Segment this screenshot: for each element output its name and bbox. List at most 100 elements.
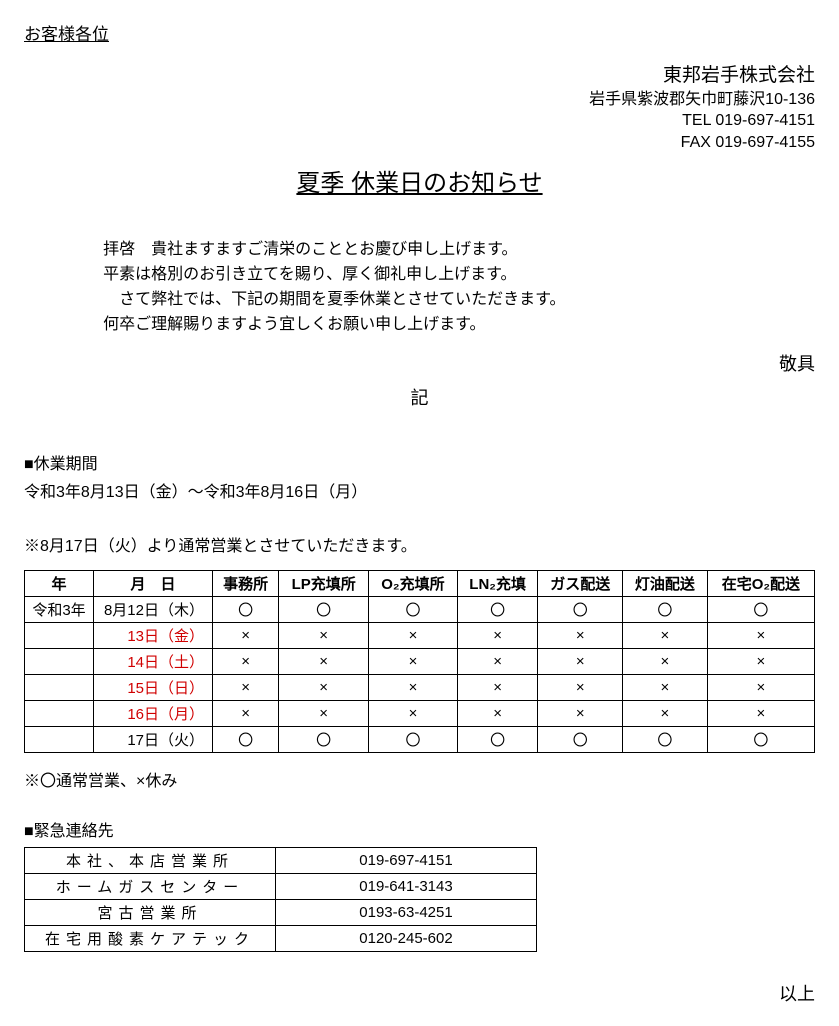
th-col-7: 在宅O₂配送: [707, 570, 814, 596]
th-col-3: O₂充填所: [369, 570, 458, 596]
th-year: 年: [25, 570, 94, 596]
cell-status: 〇: [538, 596, 623, 622]
closing-keigu: 敬具: [24, 350, 815, 376]
closing-ijou: 以上: [24, 980, 815, 1006]
cell-status: ×: [369, 648, 458, 674]
cell-year: [25, 700, 94, 726]
th-col-1: 事務所: [213, 570, 279, 596]
cell-year: [25, 648, 94, 674]
cell-status: 〇: [369, 596, 458, 622]
cell-date: 13日（金）: [94, 622, 213, 648]
cell-date: 17日（火）: [94, 726, 213, 752]
cell-status: 〇: [457, 596, 538, 622]
contact-office: 在宅用酸素ケアテック: [25, 925, 276, 951]
cell-status: 〇: [279, 726, 369, 752]
contact-heading: ■緊急連絡先: [24, 817, 815, 841]
contact-row: 在宅用酸素ケアテック0120-245-602: [25, 925, 537, 951]
cell-status: 〇: [623, 726, 708, 752]
cell-year: [25, 674, 94, 700]
contact-office: 宮古営業所: [25, 899, 276, 925]
cell-status: ×: [623, 648, 708, 674]
cell-status: ×: [623, 622, 708, 648]
cell-status: 〇: [538, 726, 623, 752]
cell-date: 15日（日）: [94, 674, 213, 700]
cell-status: ×: [538, 674, 623, 700]
cell-status: ×: [213, 648, 279, 674]
sender-company: 東邦岩手株式会社: [24, 63, 815, 89]
schedule-row: 16日（月）×××××××: [25, 700, 815, 726]
cell-status: ×: [279, 622, 369, 648]
schedule-row: 13日（金）×××××××: [25, 622, 815, 648]
cell-status: ×: [707, 622, 814, 648]
record-marker: 記: [24, 384, 815, 410]
cell-status: ×: [457, 622, 538, 648]
cell-status: ×: [457, 700, 538, 726]
cell-status: ×: [457, 648, 538, 674]
contact-phone: 019-641-3143: [276, 873, 537, 899]
contact-phone: 019-697-4151: [276, 847, 537, 873]
addressee: お客様各位: [24, 20, 815, 45]
cell-status: ×: [369, 674, 458, 700]
cell-date: 14日（土）: [94, 648, 213, 674]
cell-status: ×: [707, 674, 814, 700]
schedule-row: 17日（火）〇〇〇〇〇〇〇: [25, 726, 815, 752]
resume-note: ※8月17日（火）より通常営業とさせていただきます。: [24, 532, 815, 556]
cell-status: ×: [707, 648, 814, 674]
cell-status: ×: [538, 622, 623, 648]
cell-status: ×: [623, 674, 708, 700]
contact-office: ホームガスセンター: [25, 873, 276, 899]
sender-tel: TEL 019-697-4151: [24, 110, 815, 132]
cell-year: [25, 622, 94, 648]
cell-status: 〇: [213, 596, 279, 622]
cell-status: ×: [279, 674, 369, 700]
cell-status: ×: [213, 622, 279, 648]
cell-status: ×: [213, 700, 279, 726]
page-title: 夏季 休業日のお知らせ: [24, 163, 815, 198]
cell-year: [25, 726, 94, 752]
sender-block: 東邦岩手株式会社 岩手県紫波郡矢巾町藤沢10-136 TEL 019-697-4…: [24, 63, 815, 153]
cell-date: 16日（月）: [94, 700, 213, 726]
cell-status: ×: [213, 674, 279, 700]
contact-row: 宮古営業所0193-63-4251: [25, 899, 537, 925]
cell-status: ×: [279, 700, 369, 726]
contacts-table: 本社、本店営業所019-697-4151ホームガスセンター019-641-314…: [24, 847, 537, 952]
th-col-5: ガス配送: [538, 570, 623, 596]
contact-row: ホームガスセンター019-641-3143: [25, 873, 537, 899]
greeting-l3: さて弊社では、下記の期間を夏季休業とさせていただきます。: [103, 288, 736, 313]
cell-status: 〇: [279, 596, 369, 622]
th-date: 月 日: [94, 570, 213, 596]
cell-status: ×: [623, 700, 708, 726]
cell-status: ×: [369, 700, 458, 726]
sender-address: 岩手県紫波郡矢巾町藤沢10-136: [24, 89, 815, 111]
contact-row: 本社、本店営業所019-697-4151: [25, 847, 537, 873]
contact-office: 本社、本店営業所: [25, 847, 276, 873]
cell-status: 〇: [707, 596, 814, 622]
schedule-header-row: 年 月 日 事務所 LP充填所 O₂充填所 LN₂充填 ガス配送 灯油配送 在宅…: [25, 570, 815, 596]
cell-year: 令和3年: [25, 596, 94, 622]
greeting-l2: 平素は格別のお引き立てを賜り、厚く御礼申し上げます。: [103, 263, 736, 288]
contact-phone: 0120-245-602: [276, 925, 537, 951]
th-col-2: LP充填所: [279, 570, 369, 596]
cell-status: ×: [707, 700, 814, 726]
cell-status: 〇: [213, 726, 279, 752]
contact-phone: 0193-63-4251: [276, 899, 537, 925]
cell-status: 〇: [623, 596, 708, 622]
greeting-l1: 拝啓 貴社ますますご清栄のこととお慶び申し上げます。: [103, 238, 736, 263]
period-text: 令和3年8月13日（金）～令和3年8月16日（月）: [24, 478, 815, 502]
th-col-4: LN₂充填: [457, 570, 538, 596]
cell-status: 〇: [369, 726, 458, 752]
schedule-table: 年 月 日 事務所 LP充填所 O₂充填所 LN₂充填 ガス配送 灯油配送 在宅…: [24, 570, 815, 753]
th-col-6: 灯油配送: [623, 570, 708, 596]
cell-status: ×: [457, 674, 538, 700]
greeting-block: 拝啓 貴社ますますご清栄のこととお慶び申し上げます。 平素は格別のお引き立てを賜…: [103, 238, 736, 337]
schedule-row: 15日（日）×××××××: [25, 674, 815, 700]
schedule-row: 令和3年8月12日（木）〇〇〇〇〇〇〇: [25, 596, 815, 622]
sender-fax: FAX 019-697-4155: [24, 132, 815, 154]
cell-date: 8月12日（木）: [94, 596, 213, 622]
legend: ※〇通常営業、×休み: [24, 767, 815, 791]
greeting-l4: 何卒ご理解賜りますよう宜しくお願い申し上げます。: [103, 313, 736, 338]
period-heading: ■休業期間: [24, 450, 815, 474]
cell-status: ×: [538, 648, 623, 674]
cell-status: ×: [369, 622, 458, 648]
cell-status: 〇: [707, 726, 814, 752]
